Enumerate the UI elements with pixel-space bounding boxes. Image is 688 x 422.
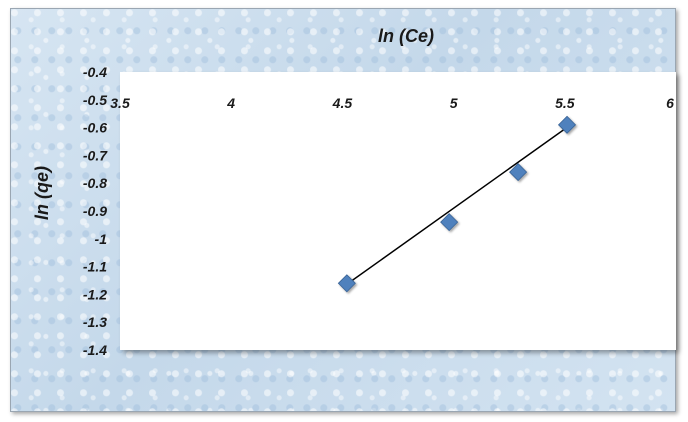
x-tick-label: 6 [666,95,674,111]
x-tick-label: 5.5 [555,95,575,111]
data-point [337,274,356,293]
x-axis-title: ln (Ce) [378,26,434,46]
x-tick-label: 3.5 [110,95,130,111]
data-point [557,115,577,134]
plot-area [120,72,676,350]
y-tick-label: -1.4 [83,342,107,358]
y-tick-label: -0.8 [83,175,107,191]
y-tick-label: -1 [95,231,108,247]
y-tick-label: -1.3 [83,314,107,330]
y-tick-label: -1.1 [83,259,107,275]
y-tick-label: -0.6 [83,120,107,136]
x-tick-label: 4 [226,95,235,111]
data-point [509,163,528,182]
y-tick-label: -0.7 [83,147,108,163]
trendline [346,126,568,285]
y-tick-label: -1.2 [83,286,107,302]
y-tick-label: -0.4 [83,64,107,80]
y-axis-title: ln (qe) [32,166,52,220]
y-tick-label: -0.9 [83,203,107,219]
x-tick-label: 5 [450,95,458,111]
data-point [440,213,459,232]
y-tick-label: -0.5 [83,92,107,108]
x-tick-label: 4.5 [332,95,353,111]
